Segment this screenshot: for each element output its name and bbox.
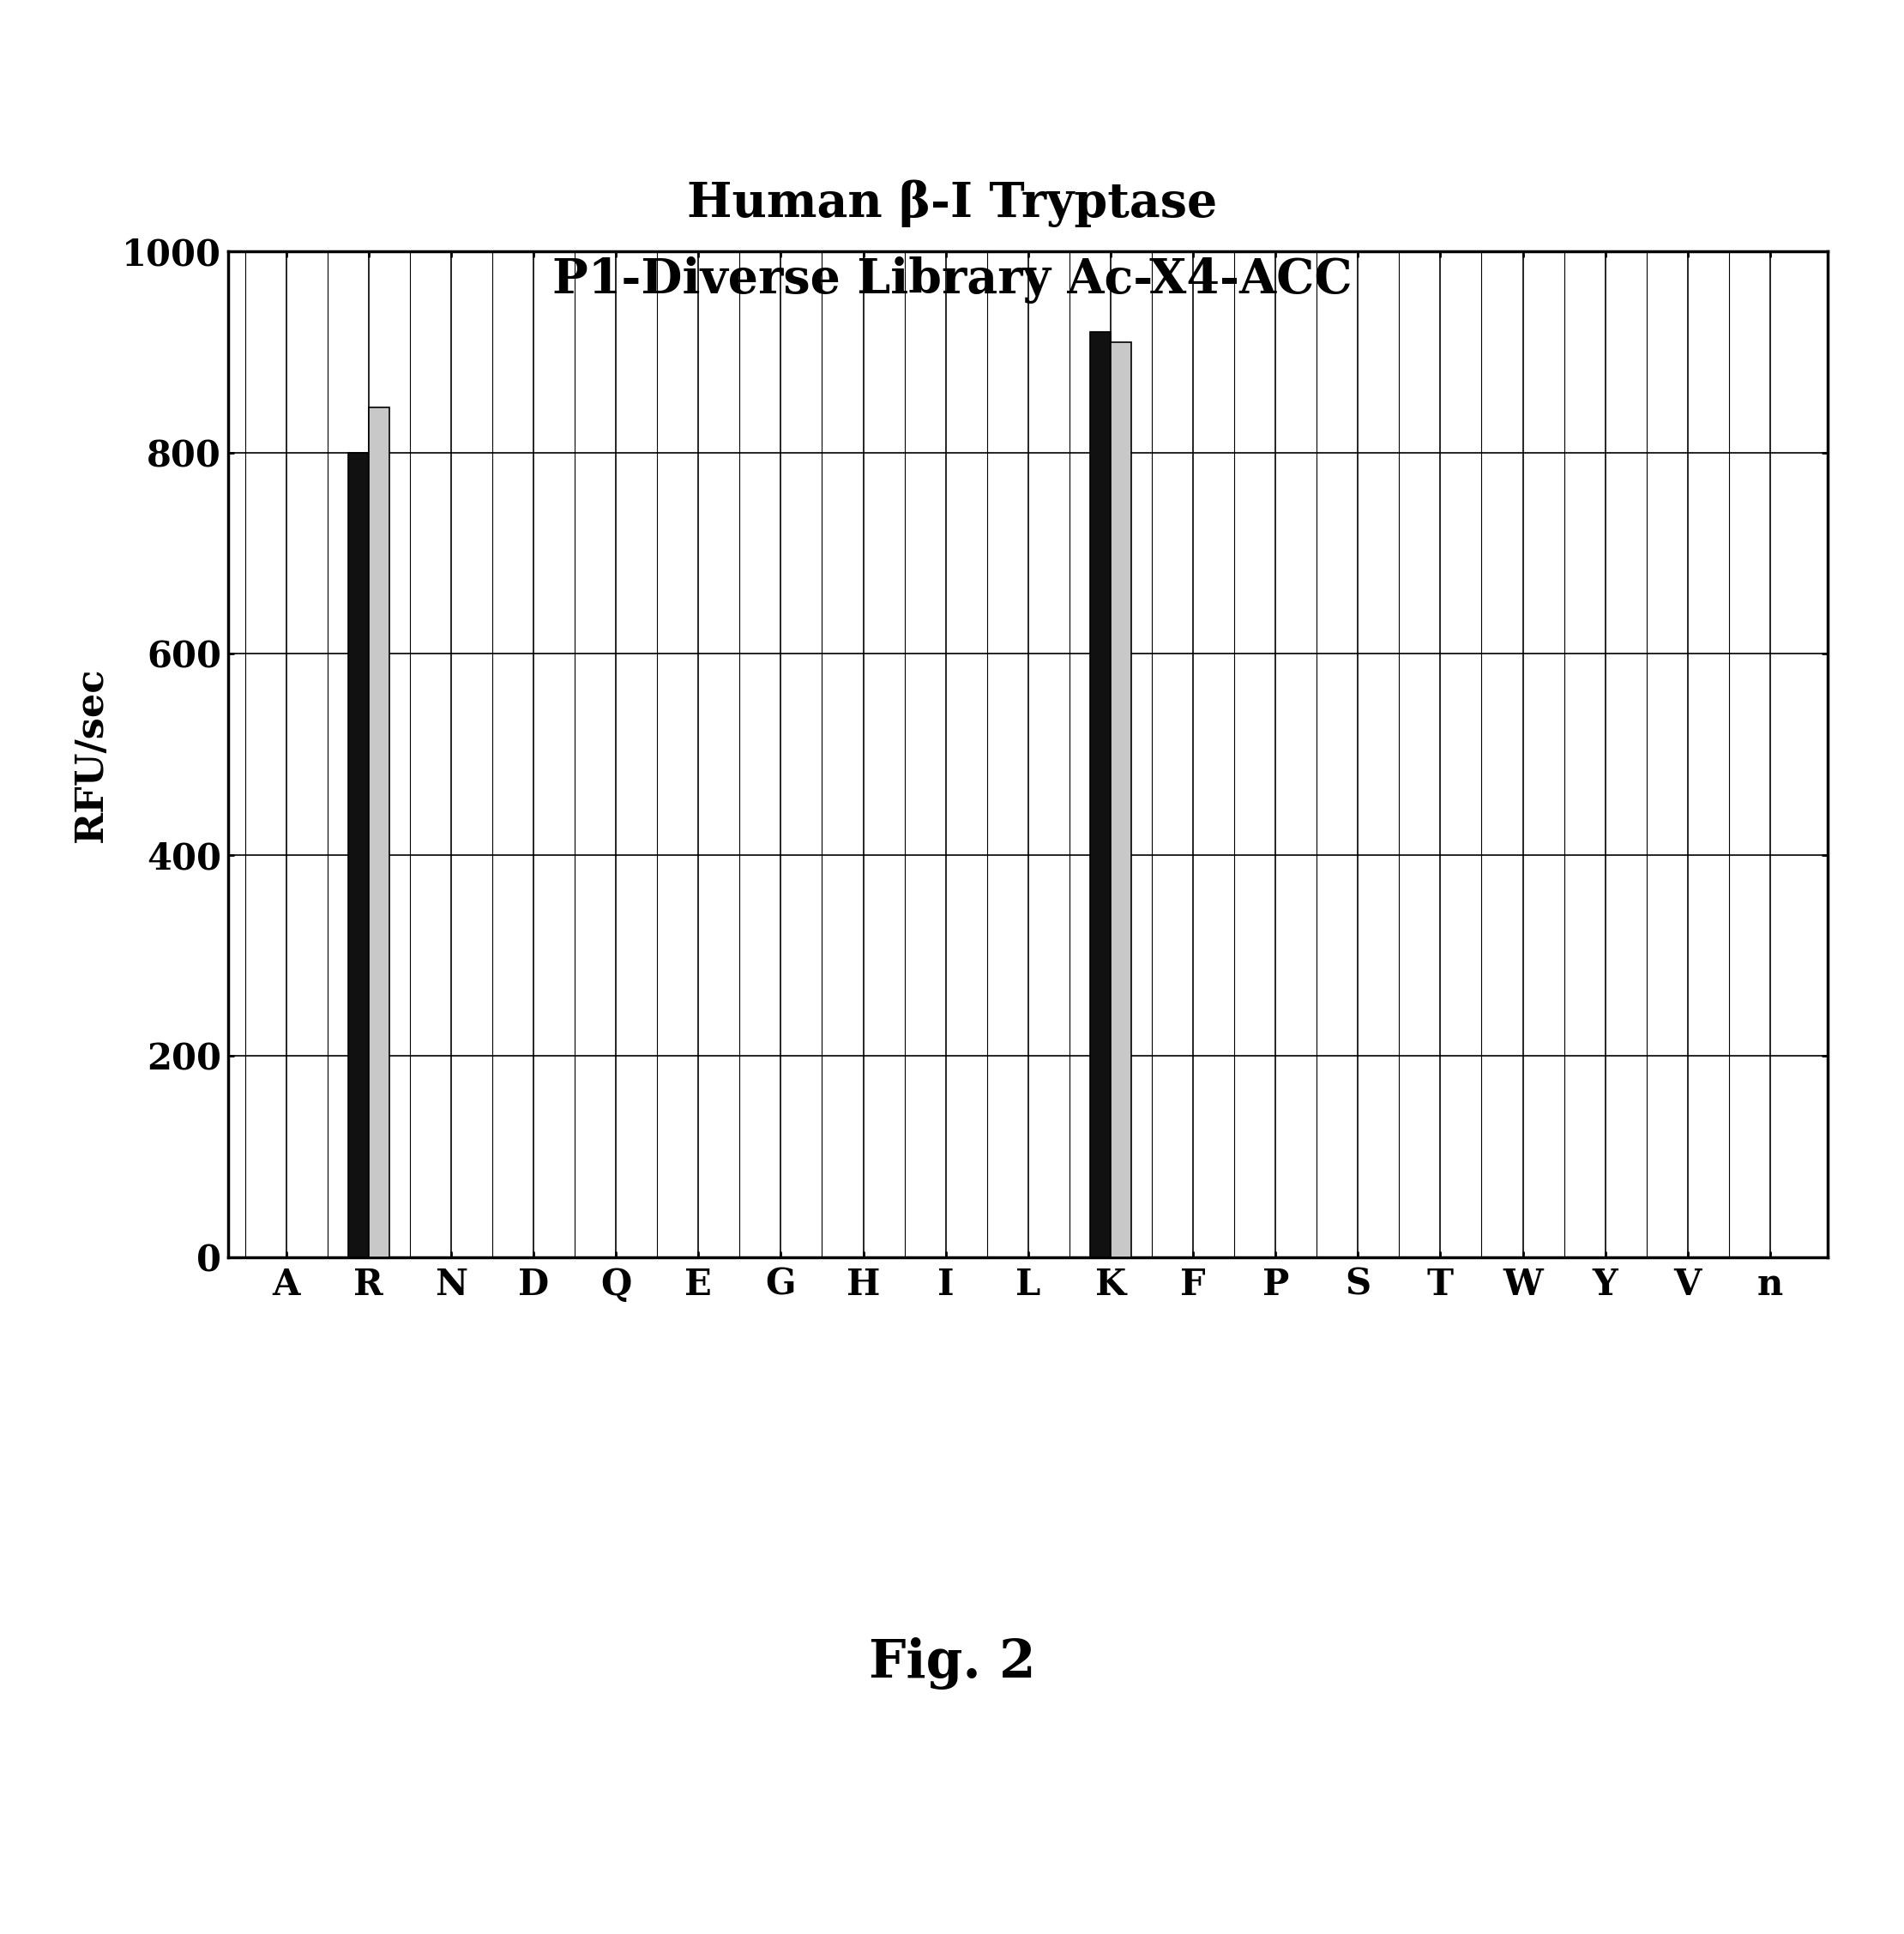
Text: Fig. 2: Fig. 2 [868, 1636, 1036, 1690]
Bar [348, 453, 369, 1257]
Y-axis label: RFU/sec: RFU/sec [72, 667, 110, 841]
Text: Human β-I Tryptase: Human β-I Tryptase [687, 180, 1217, 226]
Bar [1110, 342, 1131, 1257]
Bar [369, 408, 388, 1257]
Bar [1089, 333, 1110, 1257]
Text: P1-Diverse Library Ac-X4-ACC: P1-Diverse Library Ac-X4-ACC [552, 257, 1352, 304]
